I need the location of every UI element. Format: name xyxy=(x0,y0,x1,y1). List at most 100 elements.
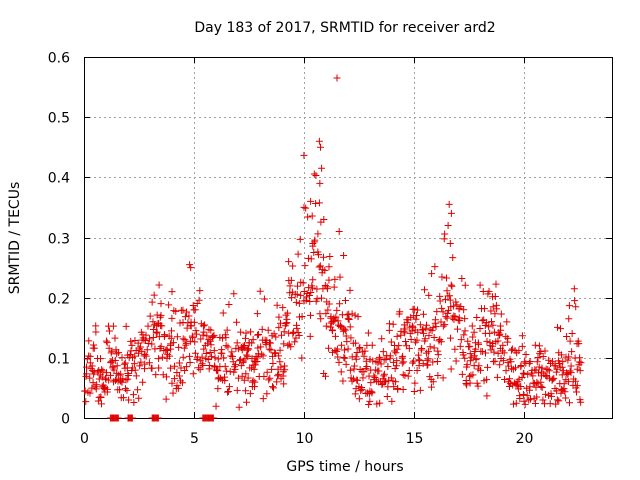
data-point xyxy=(86,352,94,360)
data-point xyxy=(355,395,363,403)
data-point xyxy=(98,373,106,381)
data-point xyxy=(517,362,525,370)
data-point xyxy=(307,197,315,205)
data-point xyxy=(233,339,241,347)
data-point xyxy=(214,355,222,363)
data-point xyxy=(165,301,173,309)
data-point xyxy=(306,311,314,319)
data-point xyxy=(115,349,123,357)
data-point xyxy=(476,281,484,289)
data-point xyxy=(385,326,393,334)
data-point xyxy=(122,322,130,330)
axis-ticks: 0 0.1 0.2 0.3 0.4 0.5 0.6 0 5 10 15 20 xyxy=(48,51,612,447)
data-point xyxy=(470,328,478,336)
data-point xyxy=(433,308,441,316)
data-point xyxy=(199,331,207,339)
data-point xyxy=(512,364,520,372)
data-point xyxy=(529,372,537,380)
data-point xyxy=(121,385,129,393)
data-point xyxy=(258,325,266,333)
data-point xyxy=(434,351,442,359)
data-point xyxy=(152,371,160,379)
data-point xyxy=(323,283,331,291)
data-point xyxy=(238,372,246,380)
data-point xyxy=(380,372,388,380)
data-point xyxy=(545,367,553,375)
data-point xyxy=(426,343,434,351)
data-point xyxy=(206,348,214,356)
data-point xyxy=(371,374,379,382)
data-point xyxy=(375,367,383,375)
data-point xyxy=(419,329,427,337)
data-point xyxy=(92,322,100,330)
data-point xyxy=(439,322,447,330)
data-point xyxy=(345,316,353,324)
data-point xyxy=(573,365,581,373)
data-point xyxy=(137,343,145,351)
data-point xyxy=(187,322,195,330)
data-point xyxy=(183,308,191,316)
data-point xyxy=(443,274,451,282)
data-point xyxy=(321,372,329,380)
data-point xyxy=(568,330,576,338)
data-point xyxy=(516,395,524,403)
data-point xyxy=(103,385,111,393)
data-point xyxy=(319,253,327,261)
data-point xyxy=(95,366,103,374)
data-point xyxy=(427,383,435,391)
data-point xyxy=(428,270,436,278)
data-point xyxy=(270,330,278,338)
data-point xyxy=(322,310,330,318)
data-point xyxy=(539,396,547,404)
data-point xyxy=(325,344,333,352)
data-point xyxy=(309,240,317,248)
data-point xyxy=(452,357,460,365)
data-point xyxy=(191,338,199,346)
data-point xyxy=(306,332,314,340)
data-point xyxy=(469,371,477,379)
data-point xyxy=(266,339,274,347)
data-point xyxy=(265,376,273,384)
data-point xyxy=(249,377,257,385)
data-point xyxy=(513,381,521,389)
data-point xyxy=(247,328,255,336)
data-point xyxy=(237,362,245,370)
data-point xyxy=(493,373,501,381)
data-point xyxy=(284,341,292,349)
data-point xyxy=(196,357,204,365)
data-point xyxy=(310,170,318,178)
data-point xyxy=(100,385,108,393)
y-tick-label: 0 xyxy=(61,412,70,428)
data-point xyxy=(263,390,271,398)
data-point xyxy=(141,351,149,359)
data-point xyxy=(395,342,403,350)
data-point xyxy=(241,342,249,350)
data-point xyxy=(501,375,509,383)
data-point xyxy=(458,274,466,282)
data-point xyxy=(289,262,297,270)
data-point xyxy=(429,324,437,332)
data-point xyxy=(570,285,578,293)
data-point xyxy=(576,367,584,375)
data-point xyxy=(520,397,528,405)
data-point xyxy=(280,380,288,388)
data-point xyxy=(433,358,441,366)
data-point xyxy=(253,358,261,365)
data-point xyxy=(393,332,401,340)
data-point xyxy=(189,301,197,309)
data-point xyxy=(464,337,472,345)
data-point xyxy=(503,318,511,326)
data-point xyxy=(496,330,504,338)
data-point xyxy=(399,352,407,360)
data-point xyxy=(412,315,420,323)
data-point xyxy=(277,363,285,371)
data-point xyxy=(424,348,432,356)
data-point xyxy=(244,352,252,360)
data-point xyxy=(387,374,395,382)
data-point xyxy=(535,342,543,350)
data-point xyxy=(273,301,281,309)
data-point xyxy=(240,376,248,384)
data-point xyxy=(331,275,339,283)
x-axis-title: GPS time / hours xyxy=(286,459,403,475)
data-point xyxy=(376,355,384,363)
